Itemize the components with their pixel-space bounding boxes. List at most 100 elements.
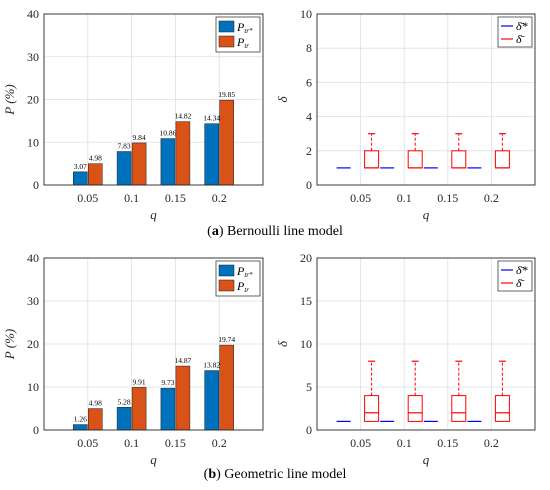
y-tick-label: 20 xyxy=(300,251,312,265)
y-axis-label: P (%) xyxy=(2,84,17,115)
bar-p-tr xyxy=(219,99,234,186)
y-tick-label: 5 xyxy=(306,380,312,394)
legend-swatch xyxy=(218,279,235,292)
box-body xyxy=(451,150,467,169)
bar-p-tr xyxy=(131,387,147,431)
x-axis-label: q xyxy=(423,207,430,222)
box-body xyxy=(364,395,380,422)
y-tick-label: 10 xyxy=(27,380,39,394)
x-tick-label: 0.1 xyxy=(124,436,139,450)
x-tick-label: 0.2 xyxy=(484,191,499,205)
x-tick-label: 0.15 xyxy=(165,436,186,450)
legend: δ̄*δ̄ xyxy=(497,16,533,48)
y-tick-label: 0 xyxy=(306,423,312,437)
bar-p-tr xyxy=(131,142,147,186)
caption-b: (b) Geometric line model xyxy=(204,467,347,482)
bar-data-label: 13.82 xyxy=(203,361,220,370)
legend-box xyxy=(497,260,533,292)
x-tick-label: 0.05 xyxy=(350,436,371,450)
bar-data-label: 9.91 xyxy=(133,377,146,386)
bar-data-label: 9.84 xyxy=(133,133,146,142)
box-delta xyxy=(451,133,467,169)
axes-box xyxy=(43,257,264,431)
bar-data-label: 9.73 xyxy=(161,378,174,387)
box-delta xyxy=(407,133,423,169)
panel-1: 0 2 4 6 8 10 0.05 0.1 0.15 0.2 q δ δ̄*δ̄ xyxy=(275,7,536,222)
y-tick-label: 6 xyxy=(306,75,312,89)
bar-data-label: 3.07 xyxy=(74,162,87,171)
legend-label: δ̄ xyxy=(516,32,525,46)
bar-p-tr-star xyxy=(204,370,219,431)
x-tick-label: 0.05 xyxy=(77,436,98,450)
y-tick-label: 40 xyxy=(27,251,39,265)
bar-p-tr xyxy=(175,365,191,431)
x-tick-label: 0.1 xyxy=(124,191,139,205)
legend-swatch xyxy=(218,35,235,48)
bar-p-tr xyxy=(219,344,234,431)
y-tick-label: 0 xyxy=(306,178,312,192)
y-tick-label: 2 xyxy=(306,144,312,158)
y-tick-label: 10 xyxy=(27,135,39,149)
x-axis-label: q xyxy=(150,207,157,222)
y-tick-label: 15 xyxy=(300,294,312,308)
y-tick-label: 30 xyxy=(27,50,39,64)
bar-data-label: 4.98 xyxy=(89,399,102,408)
legend-label: δ̄ xyxy=(516,276,525,290)
y-tick-label: 0 xyxy=(33,178,39,192)
bar-data-label: 19.85 xyxy=(218,90,235,99)
box-delta xyxy=(407,360,423,422)
legend-swatch xyxy=(218,20,235,33)
box-body xyxy=(364,150,380,169)
y-tick-label: 40 xyxy=(27,7,39,21)
bar-p-tr-star xyxy=(160,138,176,186)
legend-box xyxy=(497,16,533,48)
legend: Ptr*Ptr xyxy=(215,260,261,297)
bar-data-label: 1.26 xyxy=(74,415,87,424)
bar-data-label: 14.82 xyxy=(174,112,191,121)
bar-p-tr-star xyxy=(73,171,88,186)
x-tick-label: 0.15 xyxy=(437,191,458,205)
axes-box xyxy=(43,13,264,186)
y-tick-label: 20 xyxy=(27,93,39,107)
y-tick-label: 10 xyxy=(300,7,312,21)
bar-data-label: 7.83 xyxy=(118,142,131,151)
y-tick-label: 0 xyxy=(33,423,39,437)
legend-label: δ̄* xyxy=(516,19,528,33)
x-tick-label: 0.1 xyxy=(397,191,412,205)
bar-data-label: 14.34 xyxy=(203,114,220,123)
x-tick-label: 0.1 xyxy=(397,436,412,450)
bar-data-label: 5.28 xyxy=(118,397,131,406)
bar-p-tr xyxy=(175,121,191,186)
bar-p-tr xyxy=(88,408,103,431)
y-axis-label: δ xyxy=(275,340,290,347)
legend: Ptr*Ptr xyxy=(215,16,261,53)
y-tick-label: 4 xyxy=(306,110,312,124)
legend: δ̄*δ̄ xyxy=(497,260,533,292)
legend-label: Ptr xyxy=(236,279,249,294)
x-axis-label: q xyxy=(150,452,157,467)
box-body xyxy=(494,395,510,422)
bar-data-label: 19.74 xyxy=(218,335,235,344)
bar-data-label: 10.86 xyxy=(159,129,176,138)
x-tick-label: 0.2 xyxy=(484,436,499,450)
panel-3: 0 5 10 15 20 0.05 0.1 0.15 0.2 q δ δ̄*δ̄ xyxy=(275,251,536,467)
legend-label: Ptr* xyxy=(236,264,253,279)
legend-swatch xyxy=(218,264,235,277)
caption-a: (a) Bernoulli line model xyxy=(207,224,343,239)
x-tick-label: 0.15 xyxy=(437,436,458,450)
panel-0: 0 10 20 30 40 0.05 0.1 0.15 0.2 3.07 7.83 10.86 14.3… xyxy=(2,7,264,222)
y-tick-label: 30 xyxy=(27,294,39,308)
bar-data-label: 4.98 xyxy=(89,154,102,163)
x-tick-label: 0.2 xyxy=(212,191,227,205)
box-body xyxy=(407,150,423,169)
box-delta xyxy=(364,360,380,422)
box-body xyxy=(451,395,467,422)
y-tick-label: 8 xyxy=(306,41,312,55)
x-axis-label: q xyxy=(423,452,430,467)
bar-p-tr xyxy=(88,163,103,186)
box-body xyxy=(407,395,423,422)
legend-label: δ̄* xyxy=(516,263,528,277)
y-axis-label: δ xyxy=(275,96,290,103)
y-axis-label: P (%) xyxy=(2,329,17,360)
box-body xyxy=(494,150,510,169)
